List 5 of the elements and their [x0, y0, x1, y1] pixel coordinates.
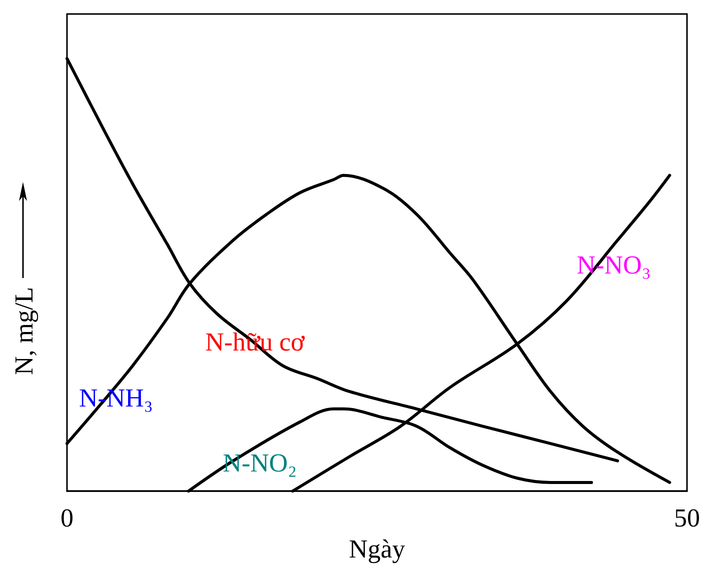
y-axis-title: N, mg/L	[10, 286, 38, 376]
x-tick-label: 0	[60, 504, 74, 533]
x-tick-label: 50	[674, 504, 700, 533]
x-axis-title: Ngày	[348, 534, 406, 564]
series-label: N-NO₂	[222, 448, 297, 478]
